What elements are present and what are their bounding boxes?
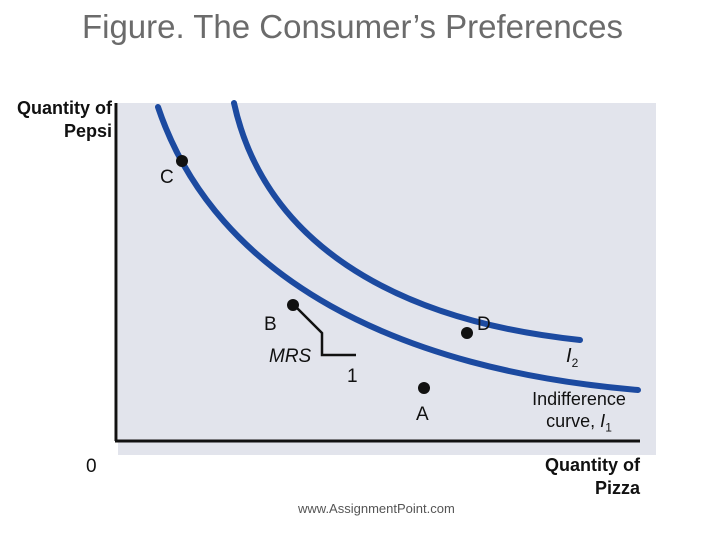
point-a-label: A bbox=[416, 404, 429, 425]
watermark-text: www.AssignmentPoint.com bbox=[298, 501, 455, 516]
indifference-curve-i1 bbox=[155, 104, 641, 393]
curve-i1-label: Indifference curve, I1 bbox=[515, 388, 643, 439]
figure-title: Figure. The Consumer’s Preferences bbox=[81, 8, 624, 45]
curve-i1-label-line2: curve, I1 bbox=[515, 410, 643, 439]
point-b-marker bbox=[287, 299, 299, 311]
mrs-label: MRS bbox=[269, 346, 312, 367]
point-c-marker bbox=[176, 155, 188, 167]
curve-i1-subscript: 1 bbox=[605, 420, 612, 435]
point-a-marker bbox=[418, 382, 430, 394]
curve-i2-symbol: I bbox=[566, 345, 572, 367]
origin-label: 0 bbox=[86, 456, 97, 477]
mrs-slope-triangle bbox=[293, 304, 356, 357]
curve-i2-label: I2 bbox=[566, 345, 578, 370]
point-b-label: B bbox=[264, 314, 277, 335]
point-d-label: D bbox=[477, 314, 491, 335]
point-d-marker bbox=[461, 327, 473, 339]
curve-i2-subscript: 2 bbox=[571, 356, 579, 370]
indifference-curve-i2 bbox=[231, 100, 583, 343]
curve-i1-label-word: curve, bbox=[546, 411, 596, 431]
curve-i1-symbol: I bbox=[600, 411, 606, 431]
x-axis-label: Quantity of Pizza bbox=[545, 455, 640, 498]
plot-background bbox=[118, 103, 656, 455]
curve-i1-label-line1: Indifference bbox=[532, 389, 626, 409]
slope-run-label: 1 bbox=[347, 366, 358, 387]
y-axis-label: Quantity of Pepsi bbox=[17, 98, 112, 141]
point-c-label: C bbox=[160, 167, 174, 188]
